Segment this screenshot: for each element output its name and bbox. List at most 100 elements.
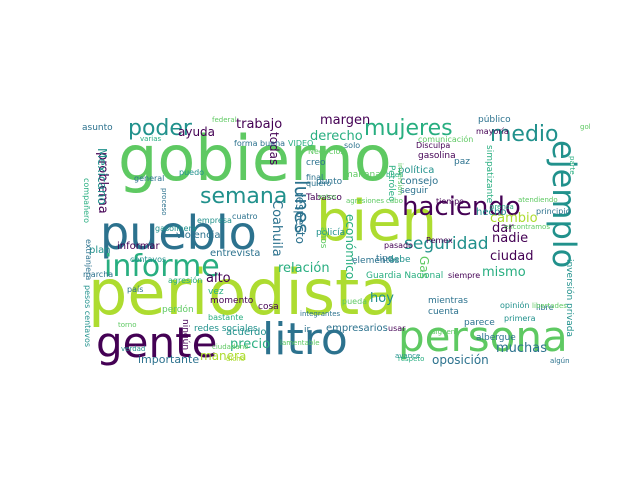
word-71: años	[318, 227, 328, 249]
word-10: semana	[200, 184, 288, 209]
word-56: parece	[464, 318, 495, 328]
word-95: ir	[304, 325, 311, 335]
word-46: empresarios	[326, 323, 388, 334]
word-102: centavos	[130, 255, 167, 264]
word-19: ciudad	[490, 249, 534, 264]
word-44: informar	[117, 241, 160, 252]
word-131: cabo	[386, 197, 403, 205]
word-69: Tabasco	[306, 193, 342, 203]
word-16: Coahuila	[269, 200, 284, 257]
word-cloud: gobierno periodista bien pueblo persona litro…	[80, 115, 590, 372]
word-51: seguir	[400, 186, 428, 196]
word-92: avance	[395, 352, 421, 360]
word-108: VIDEO	[288, 139, 314, 148]
word-55: cuenta	[428, 307, 459, 317]
word-45: plan	[89, 245, 111, 256]
word-82: puedo	[179, 168, 205, 177]
word-61: tipo	[376, 254, 394, 264]
word-86: país	[127, 285, 144, 294]
word-113: Disculpa	[416, 141, 451, 150]
word-77: ningún	[180, 319, 190, 351]
word-40: hecho	[476, 207, 507, 218]
word-73: momento	[210, 296, 254, 306]
word-72: cosa	[258, 302, 279, 312]
word-5: litro	[262, 314, 348, 365]
word-2: bien	[316, 189, 438, 254]
word-31: oposición	[432, 353, 489, 367]
word-36: respecto	[293, 192, 307, 244]
word-75: redes sociales	[194, 324, 258, 334]
word-24: alto	[206, 271, 231, 286]
word-90: primera	[504, 314, 536, 323]
word-12: mujeres	[364, 116, 453, 141]
word-111: final	[306, 173, 324, 182]
word-43: violencia	[176, 230, 221, 241]
word-50: consejo	[400, 176, 439, 187]
word-64: paz	[454, 157, 470, 167]
word-88: principio	[536, 207, 571, 216]
word-127: lamentable	[280, 339, 320, 347]
word-123: libertades	[532, 302, 567, 310]
word-93: respeto	[398, 355, 425, 363]
word-13: medio	[490, 122, 559, 147]
word-23: precio	[230, 337, 271, 352]
word-97: pueda	[342, 297, 368, 306]
word-39: Mexicano	[95, 148, 109, 205]
word-121: atendiendo	[518, 196, 558, 204]
word-60: elementos	[352, 256, 400, 266]
word-57: mientras	[428, 296, 468, 306]
word-101: agresión	[168, 276, 203, 285]
word-63: gasolina	[418, 151, 456, 161]
word-41: entrevista	[210, 248, 261, 259]
word-85: marcha	[83, 270, 114, 279]
word-79: público	[478, 115, 511, 125]
word-118: varias	[140, 135, 162, 143]
word-27: nadie	[492, 231, 529, 246]
word-25: hoy	[370, 291, 394, 306]
word-76: perdón	[162, 305, 194, 315]
word-66: creo	[306, 158, 326, 168]
word-34: ayuda	[178, 125, 216, 139]
word-81: general	[134, 174, 165, 183]
word-84: pesos centavos	[83, 285, 92, 347]
word-9: haciendo	[402, 192, 521, 222]
word-22: derecho	[310, 129, 363, 144]
word-107: buena	[260, 139, 286, 148]
word-30: muchas	[496, 341, 548, 356]
word-104: extranjera	[84, 239, 93, 281]
word-1: periodista	[88, 256, 398, 329]
word-110: quiero	[306, 179, 332, 188]
word-125: torno	[118, 321, 137, 329]
word-99: cuatro	[232, 212, 258, 221]
word-132: estos	[318, 193, 337, 201]
word-98: empresa	[197, 216, 232, 225]
word-32: manera	[200, 349, 247, 363]
word-133: integrantes	[300, 310, 341, 318]
word-14: seguridad	[404, 234, 489, 254]
word-94: algún	[550, 357, 570, 365]
word-52: tiempo	[436, 197, 465, 206]
word-7: informe	[104, 249, 220, 284]
word-116: parte	[568, 156, 576, 175]
word-74: vez	[208, 287, 224, 297]
word-87: libre	[536, 303, 554, 312]
word-126: ciudadano	[212, 343, 249, 351]
word-29: mismo	[482, 265, 526, 280]
word-89: opinión	[500, 301, 530, 310]
word-28: cambio	[490, 211, 538, 226]
word-105: compañero	[82, 178, 91, 224]
word-49: política	[398, 165, 435, 176]
word-42: acuerdo	[226, 327, 267, 338]
word-96: usar	[388, 324, 406, 333]
word-128: proceso	[160, 188, 168, 216]
word-65: punto	[316, 177, 343, 187]
word-120: inversión	[396, 163, 404, 196]
word-70: policía	[316, 228, 346, 238]
word-21: margen	[320, 115, 371, 128]
word-54: albergue	[476, 333, 516, 343]
word-78: asunto	[82, 123, 113, 133]
word-18: relación	[278, 261, 330, 276]
word-4: persona	[398, 312, 568, 361]
word-106: forma	[234, 139, 258, 148]
word-130: buen	[386, 171, 404, 179]
